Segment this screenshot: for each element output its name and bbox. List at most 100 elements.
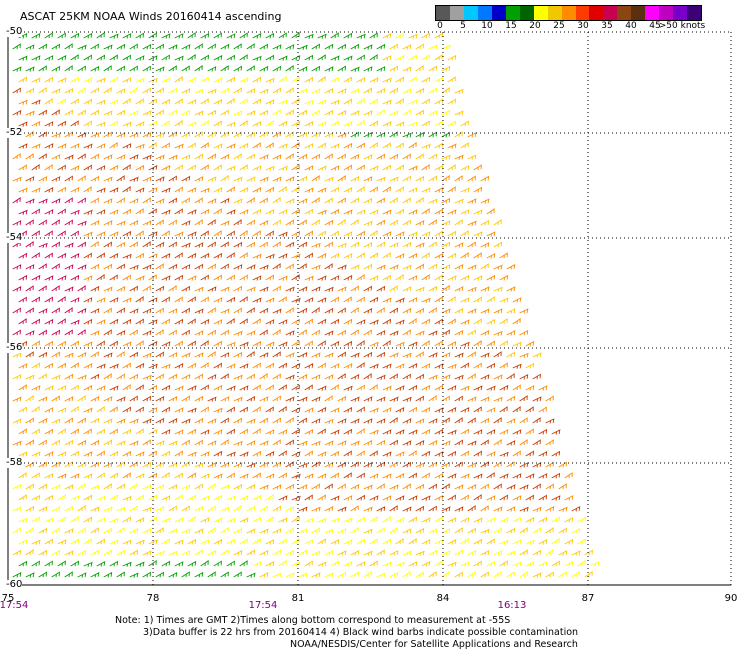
wind-barb — [408, 231, 418, 237]
wind-barb — [272, 197, 281, 204]
wind-barb — [116, 43, 126, 50]
wind-barb — [252, 538, 261, 545]
wind-barb — [259, 176, 269, 182]
wind-barb — [441, 374, 451, 380]
wind-barb — [551, 450, 561, 457]
wind-barb — [38, 308, 48, 314]
wind-barb — [259, 440, 269, 446]
wind-barb — [265, 384, 274, 391]
wind-barb — [83, 473, 93, 479]
wind-barb — [103, 483, 112, 490]
wind-barb — [369, 165, 379, 171]
wind-barb — [239, 32, 248, 39]
wind-barb — [148, 516, 157, 523]
legend-swatch — [519, 6, 534, 20]
wind-barb — [428, 374, 438, 380]
wind-barb — [311, 572, 321, 578]
wind-barb — [467, 286, 477, 292]
wind-barb — [194, 263, 204, 270]
wind-barb — [434, 32, 444, 39]
wind-barb — [395, 495, 405, 501]
wind-barb — [31, 318, 41, 325]
wind-barb — [402, 219, 411, 226]
wind-barb — [512, 450, 521, 457]
wind-barb — [226, 428, 236, 435]
wind-barb — [317, 362, 327, 369]
wind-barb — [77, 132, 87, 138]
wind-barb — [324, 241, 334, 248]
wind-barb — [207, 329, 217, 336]
wind-barb — [148, 142, 157, 149]
wind-barb — [83, 318, 93, 325]
wind-barb — [265, 516, 274, 523]
wind-barb — [317, 451, 327, 457]
wind-barb — [18, 209, 28, 215]
wind-barb — [369, 516, 378, 523]
wind-barb — [343, 296, 352, 303]
wind-barb — [44, 209, 54, 215]
wind-barb — [382, 209, 392, 215]
wind-barb — [31, 296, 41, 303]
wind-barb — [499, 539, 509, 545]
legend-swatch — [463, 6, 478, 20]
wind-barb — [31, 385, 41, 391]
wind-barb — [350, 285, 359, 292]
wind-barb — [311, 461, 320, 468]
wind-barb — [12, 307, 21, 314]
wind-barb — [324, 352, 334, 358]
wind-barb — [343, 274, 353, 281]
wind-barb — [96, 472, 105, 479]
wind-barb — [343, 76, 353, 83]
wind-barb — [389, 285, 398, 292]
wind-barb — [376, 109, 385, 116]
wind-barb — [272, 131, 281, 138]
wind-barb — [246, 572, 256, 578]
wind-barb — [278, 143, 288, 149]
wind-barb — [259, 373, 268, 380]
wind-barb — [538, 428, 548, 435]
wind-barb — [434, 428, 444, 435]
lon-label-78: 78 — [146, 593, 160, 604]
legend-label: 20 — [529, 21, 541, 31]
wind-barb — [460, 120, 469, 127]
wind-barb — [181, 571, 190, 578]
wind-barb — [135, 296, 144, 303]
wind-barb — [441, 285, 450, 292]
wind-barb — [428, 241, 437, 248]
wind-barb — [311, 374, 321, 380]
wind-barb — [369, 407, 379, 413]
wind-barb — [90, 571, 100, 578]
wind-barb — [337, 264, 347, 270]
wind-barb — [421, 539, 431, 545]
wind-barb — [220, 87, 230, 94]
wind-barb — [226, 517, 236, 523]
wind-barb — [155, 550, 165, 556]
wind-barb — [246, 153, 255, 160]
wind-barb — [109, 231, 119, 237]
wind-barb — [324, 286, 334, 292]
wind-barb — [356, 230, 366, 237]
wind-barb — [135, 143, 145, 149]
wind-barb — [44, 560, 53, 567]
wind-barb — [480, 308, 490, 314]
wind-barb — [519, 549, 528, 556]
wind-barb — [265, 32, 275, 39]
wind-barb — [142, 264, 152, 270]
wind-barb — [408, 516, 418, 523]
wind-barb — [265, 253, 275, 259]
wind-barb — [447, 363, 457, 369]
wind-barb — [226, 296, 236, 303]
wind-barb — [382, 473, 392, 479]
wind-barb — [90, 506, 100, 512]
wind-barb — [181, 285, 191, 292]
wind-barb — [447, 98, 456, 105]
wind-barb — [376, 87, 386, 94]
wind-barb — [473, 296, 483, 303]
wind-barb — [304, 340, 313, 347]
wind-barb — [25, 417, 34, 424]
wind-barb — [194, 153, 204, 160]
wind-barb — [298, 307, 308, 314]
wind-barb — [51, 439, 60, 446]
wind-barb — [421, 363, 431, 369]
wind-barb — [434, 451, 444, 457]
